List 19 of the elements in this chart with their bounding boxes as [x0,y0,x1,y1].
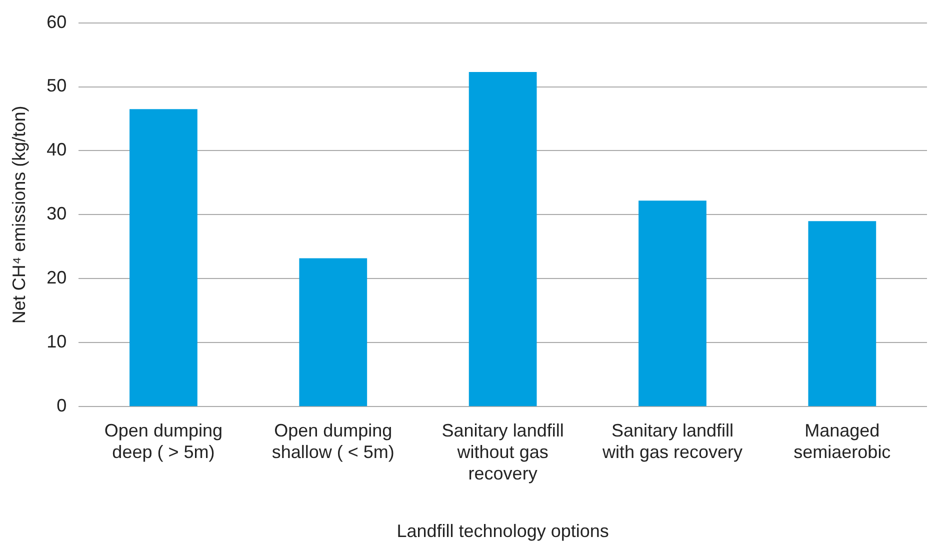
y-axis-title: Net CH⁴ emissions (kg/ton) [8,106,29,324]
y-tick-label: 60 [46,12,67,32]
x-tick-label: Open dumping deep ( > 5m) [104,420,223,462]
bar [468,72,537,406]
y-tick-label: 20 [46,268,67,288]
y-tick-label: 10 [46,332,67,352]
x-tick-label: Managed semiaerobic [794,420,891,462]
bar [638,200,706,406]
x-axis-title: Landfill technology options [396,521,609,542]
bar [130,109,198,406]
y-tick-label: 50 [46,76,67,96]
x-tick-label: Sanitary landfill without gas recovery [442,420,564,484]
x-tick-label: Sanitary landfill with gas recovery [601,420,743,462]
y-tick-label: 40 [46,140,67,160]
bar [299,258,368,406]
x-tick-label: Open dumping shallow ( < 5m) [272,420,394,462]
y-tick-label: 30 [46,204,67,224]
y-tick-label: 0 [56,396,67,416]
bar [808,221,876,406]
